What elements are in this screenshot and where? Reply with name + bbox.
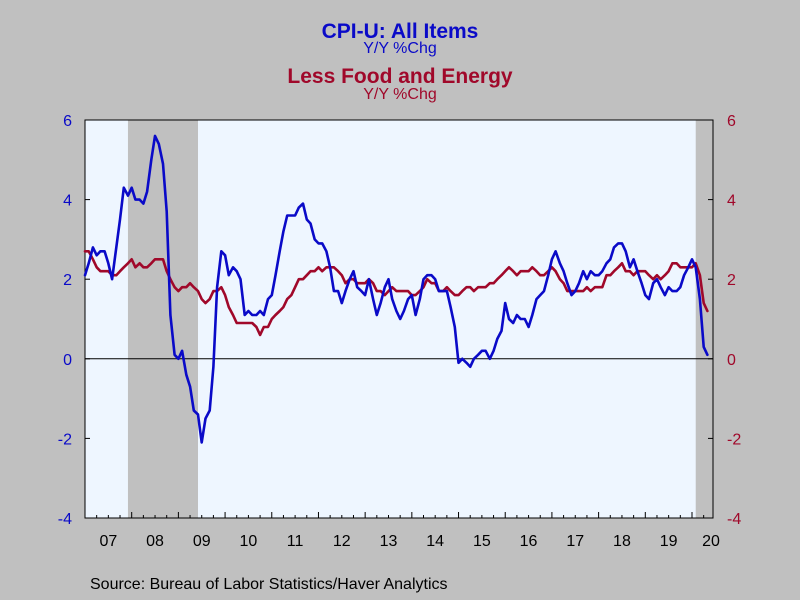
recession-band-2 bbox=[695, 120, 713, 518]
y-right-tick-label: 6 bbox=[727, 113, 736, 130]
recession-band-1 bbox=[127, 120, 198, 518]
y-left-tick-label: 6 bbox=[63, 113, 72, 130]
x-tick-label: 14 bbox=[426, 533, 444, 550]
y-left-tick-label: 4 bbox=[63, 193, 72, 210]
series-line-cpi-all-items bbox=[83, 134, 709, 444]
x-tick-label: 11 bbox=[287, 533, 304, 550]
source-note: Source: Bureau of Labor Statistics/Haver… bbox=[90, 576, 448, 593]
y-right-tick-label: -4 bbox=[727, 511, 741, 528]
x-tick-label: 09 bbox=[193, 533, 211, 550]
y-right-tick-label: 2 bbox=[727, 272, 736, 289]
x-tick-label: 17 bbox=[566, 533, 584, 550]
y-left-tick-label: 0 bbox=[63, 352, 72, 369]
x-tick-label: 13 bbox=[380, 533, 398, 550]
x-tick-label: 20 bbox=[702, 533, 720, 550]
series2-subtitle: Y/Y %Chg bbox=[363, 86, 437, 103]
y-right-tick-label: 4 bbox=[727, 193, 736, 210]
series-line-core bbox=[83, 250, 709, 337]
x-tick-label: 12 bbox=[333, 533, 351, 550]
x-tick-label: 19 bbox=[660, 533, 678, 550]
y-right-tick-label: -2 bbox=[727, 431, 741, 448]
series2-title: Less Food and Energy bbox=[287, 65, 513, 88]
y-right-tick-label: 0 bbox=[727, 352, 736, 369]
series1-subtitle: Y/Y %Chg bbox=[363, 40, 437, 57]
series1-title: CPI-U: All Items bbox=[321, 20, 479, 43]
x-tick-label: 08 bbox=[146, 533, 164, 550]
y-left-tick-label: -4 bbox=[58, 511, 72, 528]
y-left-tick-label: -2 bbox=[58, 431, 72, 448]
x-tick-label: 15 bbox=[473, 533, 491, 550]
y-left-tick-label: 2 bbox=[63, 272, 72, 289]
x-tick-label: 10 bbox=[240, 533, 258, 550]
x-tick-label: 16 bbox=[520, 533, 538, 550]
plot-border bbox=[84, 119, 714, 519]
x-tick-label: 07 bbox=[99, 533, 117, 550]
x-tick-label: 18 bbox=[613, 533, 631, 550]
